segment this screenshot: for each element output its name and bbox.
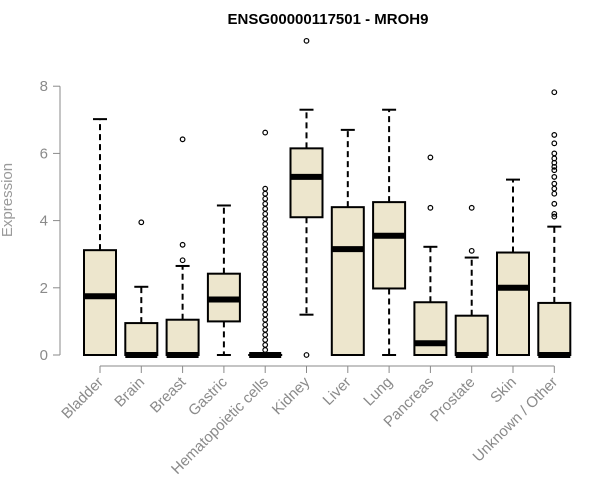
outlier-point [262, 331, 269, 338]
outlier-point [262, 311, 269, 318]
outlier-point [262, 241, 269, 248]
outlier-point [262, 276, 269, 283]
box [537, 301, 572, 357]
outlier-point [262, 291, 269, 298]
x-tick-label: Kidney [269, 373, 314, 418]
box [330, 206, 365, 356]
box-group-gastric [206, 204, 241, 356]
outlier-point [262, 210, 269, 217]
outlier-point [551, 210, 558, 217]
outlier-point [551, 213, 558, 220]
box [289, 147, 324, 219]
outlier-point [303, 352, 310, 358]
outlier-point [262, 216, 269, 222]
outlier-point [262, 190, 269, 197]
outlier-point [262, 342, 269, 348]
outlier-point [427, 154, 434, 161]
outlier-point [551, 89, 558, 96]
outlier-point [551, 140, 558, 147]
box-group-pancreas [413, 154, 448, 356]
outlier-point [179, 136, 186, 143]
box [454, 314, 489, 356]
box-group-bladder [83, 118, 117, 356]
outlier-point [551, 185, 558, 192]
outlier-point [262, 256, 269, 263]
box [413, 301, 448, 356]
outlier-point [262, 221, 269, 227]
box-group-skin [496, 178, 530, 357]
outlier-point [551, 180, 558, 187]
box-group-breast [165, 136, 200, 358]
outlier-point [138, 219, 145, 226]
outlier-point [262, 195, 269, 202]
x-tick-label: Prostate [427, 374, 479, 426]
outlier-point [303, 37, 310, 44]
outlier-point [262, 185, 269, 192]
outlier-point [262, 266, 269, 273]
outlier-point [262, 271, 269, 278]
outlier-point [262, 301, 269, 308]
y-tick-label: 0 [40, 347, 48, 364]
outlier-point [262, 261, 269, 268]
outlier-point [551, 132, 558, 138]
outlier-point [262, 236, 269, 242]
chart-title: ENSG00000117501 - MROH9 [228, 11, 429, 28]
outlier-point [551, 167, 558, 174]
outlier-point [262, 129, 269, 136]
outlier-point [262, 296, 269, 303]
outlier-point [262, 326, 269, 333]
box [83, 249, 117, 356]
y-tick-label: 2 [40, 280, 48, 297]
box-group-brain [124, 219, 159, 358]
x-tick-label: Lung [360, 374, 396, 410]
outlier-point [262, 246, 269, 253]
outlier-point [262, 336, 269, 343]
outlier-point [468, 247, 475, 254]
box-group-unknown-other [537, 89, 572, 358]
outlier-point [179, 257, 186, 264]
outlier-point [262, 286, 269, 293]
outlier-point [262, 251, 269, 258]
outlier-point [179, 241, 186, 248]
outlier-point [262, 321, 269, 328]
outlier-point [262, 281, 269, 288]
box-group-hematopoietic-cells [248, 129, 283, 358]
x-tick-label: Breast [147, 373, 190, 416]
box-group-lung [372, 108, 407, 356]
outlier-point [262, 231, 269, 237]
y-tick-label: 6 [40, 145, 48, 162]
box-group-liver [330, 128, 365, 356]
x-tick-label: Bladder [58, 374, 107, 423]
outlier-point [262, 306, 269, 313]
outlier-point [262, 347, 269, 353]
y-tick-label: 4 [40, 213, 48, 230]
outlier-point [427, 204, 434, 211]
outlier-point [551, 190, 558, 197]
box-group-kidney [289, 37, 324, 358]
box [496, 251, 530, 357]
x-tick-label: Skin [487, 374, 520, 407]
x-tick-label: Brain [111, 374, 148, 411]
outlier-point [262, 316, 269, 323]
box [165, 318, 200, 356]
x-tick-label: Liver [320, 374, 355, 409]
outlier-point [551, 150, 558, 157]
outlier-point [468, 204, 475, 211]
y-axis-label: Expression [0, 163, 16, 237]
outlier-point [551, 174, 558, 180]
outlier-point [551, 200, 558, 207]
outlier-point [262, 205, 269, 212]
outlier-point [262, 200, 269, 207]
box-group-prostate [454, 204, 489, 358]
box [124, 322, 159, 356]
box [372, 201, 407, 290]
outlier-point [262, 226, 269, 232]
y-tick-label: 8 [40, 78, 48, 95]
